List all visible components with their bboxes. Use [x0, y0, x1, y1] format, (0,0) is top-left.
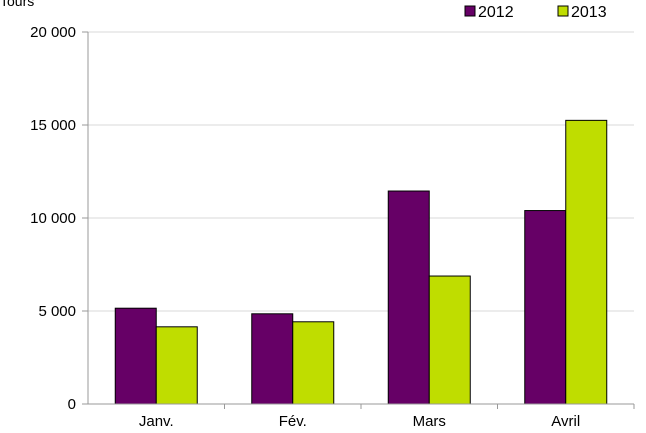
y-tick-label: 15 000 [30, 117, 76, 134]
x-tick-label: Avril [551, 413, 580, 430]
bar-2012-2 [387, 190, 430, 405]
bar-2012-1 [251, 313, 294, 405]
x-ticks: Janv. Fév. Mars Avril [139, 404, 635, 430]
y-tick-label: 5 000 [38, 303, 76, 320]
bar-2013-0 [155, 326, 198, 405]
bar-2012-0 [114, 307, 157, 405]
y-ticks: 0 5 000 10 000 15 000 20 000 [30, 24, 88, 413]
legend: 2012 2013 [464, 4, 607, 21]
legend-swatch-2013 [557, 5, 569, 17]
legend-label-2013: 2013 [571, 4, 607, 21]
x-tick-label: Janv. [139, 413, 174, 430]
x-tick-label: Fév. [279, 413, 307, 430]
legend-swatch-2012 [464, 5, 476, 17]
bar-2012-3 [524, 210, 567, 405]
y-tick-label: 0 [68, 396, 76, 413]
y-tick-label: 20 000 [30, 24, 76, 41]
x-tick-label: Mars [413, 413, 446, 430]
bars [114, 119, 608, 405]
y-axis-label: Tours [0, 0, 34, 9]
bar-2013-1 [292, 321, 335, 405]
bar-2013-2 [428, 275, 471, 405]
y-tick-label: 10 000 [30, 210, 76, 227]
legend-label-2012: 2012 [478, 4, 514, 21]
bar-2013-3 [565, 119, 608, 405]
